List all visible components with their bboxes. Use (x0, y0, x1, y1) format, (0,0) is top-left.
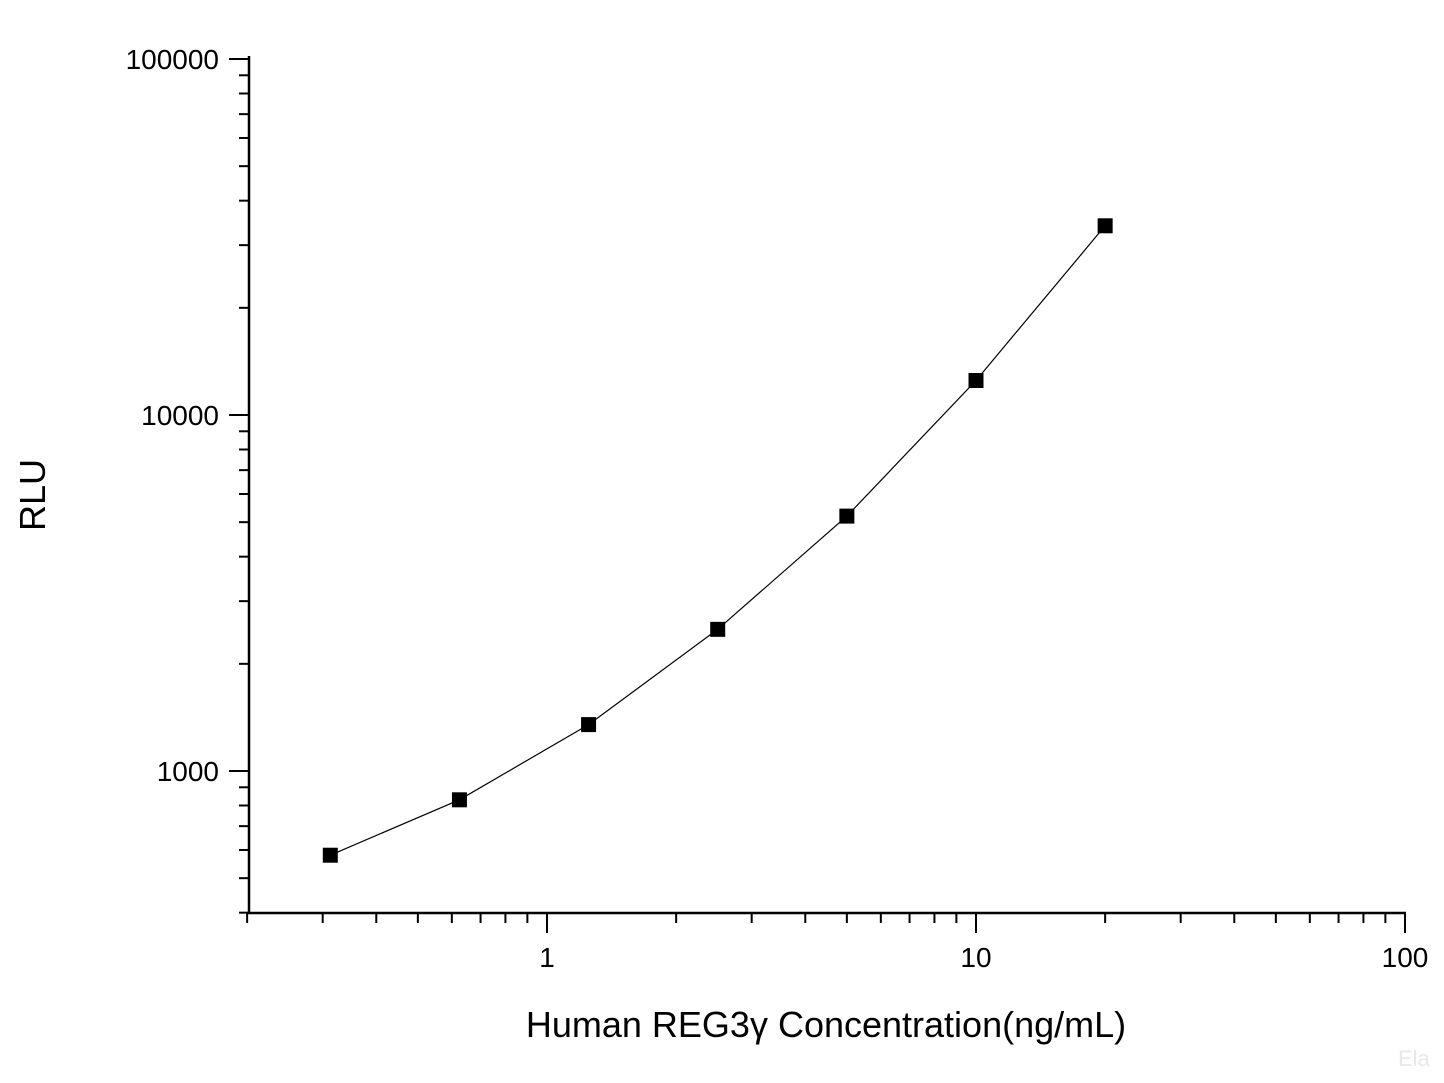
data-point (451, 792, 467, 808)
y-tick-labels: 1000 10000 100000 (126, 44, 219, 787)
data-point (581, 717, 597, 733)
y-axis-title: RLU (12, 459, 53, 531)
x-axis-title: Human REG3γ Concentration(ng/mL) (526, 1004, 1126, 1045)
data-point (1097, 218, 1113, 234)
y-tick-label: 100000 (126, 44, 219, 75)
x-tick-labels: 1 10 100 (539, 942, 1428, 973)
plot-series (322, 218, 1113, 863)
x-ticks (246, 913, 1406, 933)
y-tick-label: 1000 (157, 756, 219, 787)
data-point (839, 508, 855, 524)
y-tick-label: 10000 (141, 400, 219, 431)
watermark-text: Ela (1398, 1046, 1431, 1071)
data-point (968, 373, 984, 389)
y-ticks (229, 58, 249, 914)
data-point (322, 847, 338, 863)
x-tick-label: 10 (960, 942, 991, 973)
data-point (710, 621, 726, 637)
axes (247, 56, 1406, 915)
x-tick-label: 100 (1382, 942, 1429, 973)
x-tick-label: 1 (539, 942, 555, 973)
series-line (330, 225, 1106, 856)
